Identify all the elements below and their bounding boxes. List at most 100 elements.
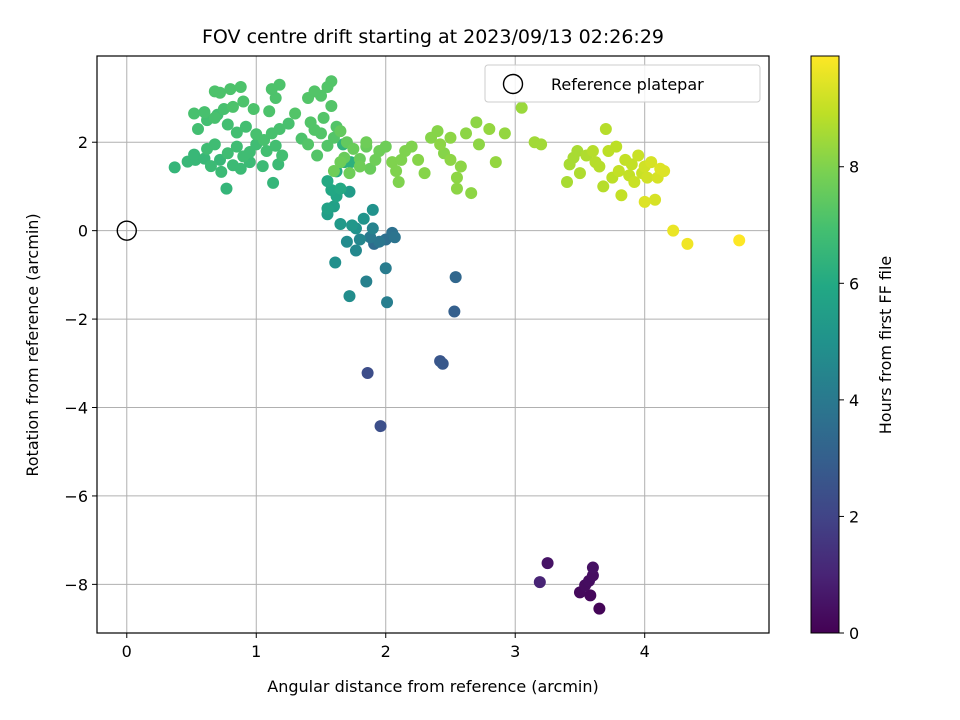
data-point [343,167,356,180]
data-point [263,105,276,118]
data-point [470,116,483,129]
x-tick-label: 0 [122,642,132,661]
data-point [311,149,324,162]
colorbar-gradient [810,55,840,634]
data-point [405,140,418,153]
data-point [450,182,463,195]
data-point [208,138,221,151]
plot-frame [96,55,770,634]
data-point [571,145,584,158]
data-point [625,158,638,171]
data-point [612,164,625,177]
data-point [325,75,338,88]
data-point [198,106,211,119]
colorbar-tick-label: 0 [849,624,859,643]
data-point [597,180,610,193]
data-point [217,103,230,116]
legend: Reference platepar [484,64,761,103]
data-point [221,118,234,131]
data-point [366,203,379,216]
data-point [379,140,392,153]
x-tick-label: 4 [640,642,650,661]
data-point [615,189,628,202]
data-point [325,99,338,112]
data-point [444,153,457,166]
data-point [191,122,204,135]
data-point [329,256,342,269]
data-point [276,149,289,162]
data-point [454,160,467,173]
data-point [374,420,387,433]
data-point [392,176,405,189]
data-point [168,161,181,174]
data-point [226,100,239,113]
data-point [586,561,599,574]
data-point [221,147,234,160]
data-point [343,185,356,198]
data-point [308,85,321,98]
data-point [353,160,366,173]
data-point [390,164,403,177]
data-point [321,139,334,152]
data-point [573,167,586,180]
data-point [234,80,247,93]
data-point [353,233,366,246]
data-point [593,602,606,615]
data-point [593,160,606,173]
data-point [215,165,228,178]
data-point [584,589,597,602]
data-point [658,164,671,177]
data-point [498,127,511,140]
x-tick-label: 1 [251,642,261,661]
data-point [304,116,317,129]
data-point [347,142,360,155]
data-point [349,244,362,257]
data-point [586,145,599,158]
data-point [418,167,431,180]
data-point [265,83,278,96]
data-point [315,127,327,140]
data-point [239,120,252,133]
x-tick-label: 2 [381,642,391,661]
data-point [681,237,694,250]
data-point [533,576,546,589]
data-point [489,156,502,169]
data-point [449,271,462,284]
data-point [381,296,394,309]
data-point [256,160,269,173]
data-point [361,367,374,380]
data-point [204,160,217,173]
data-point [379,262,392,275]
legend-entry-label: Reference platepar [551,75,704,94]
data-point [649,193,662,206]
data-point [230,126,243,139]
data-point [667,224,680,237]
data-point [343,290,356,303]
data-point [188,107,201,120]
data-point [321,175,334,188]
data-point [610,140,623,153]
data-point [346,219,359,232]
data-point [483,122,496,135]
colorbar-label: Hours from first FF file [876,256,895,435]
data-point [412,153,425,166]
data-point [628,176,641,189]
x-tick-label: 3 [510,642,520,661]
reference-platepar-marker [116,220,137,241]
data-point [465,187,478,200]
data-point [317,111,330,124]
legend-marker-icon [502,73,524,95]
data-point [645,156,658,169]
data-point [364,162,377,175]
data-point [535,138,548,151]
data-points [168,75,746,615]
data-point [373,235,386,248]
data-point [388,231,401,244]
data-point [561,176,574,189]
y-tick-label: −8 [64,575,88,594]
data-point [260,145,273,158]
legend-box [484,64,761,103]
data-point [638,195,651,208]
y-tick-label: 2 [78,133,88,152]
colorbar-tick-label: 4 [849,391,859,410]
